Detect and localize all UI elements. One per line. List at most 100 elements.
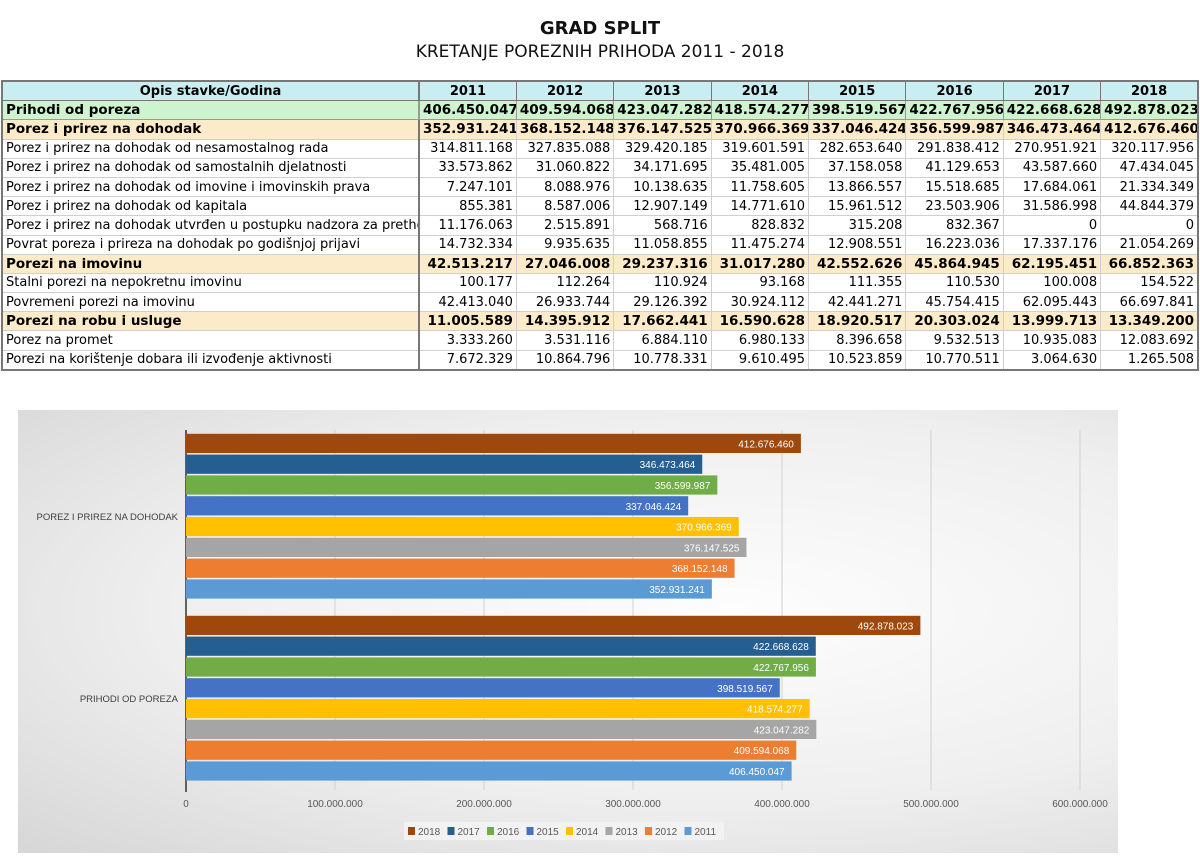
cell-value: 1.265.508: [1100, 349, 1199, 371]
cell-value: 337.046.424: [807, 119, 907, 140]
x-tick-label: 100.000.000: [307, 799, 363, 810]
cell-value: 43.587.660: [1002, 157, 1102, 178]
table-row: Porezi na korištenje dobara ili izvođenj…: [1, 349, 1199, 371]
legend-swatch-2014: [566, 827, 573, 835]
x-tick-label: 300.000.000: [605, 799, 661, 810]
cell-value: 111.355: [807, 272, 907, 294]
legend-swatch-2013: [605, 827, 613, 835]
bar-2013: [186, 537, 747, 557]
cell-value: 412.676.460: [1100, 119, 1199, 140]
legend-swatch-2016: [487, 827, 494, 835]
table-row: Stalni porezi na nepokretnu imovinu 100.1…: [1, 272, 1199, 294]
legend-item: 2014: [576, 827, 599, 838]
cell-value: 320.117.956: [1100, 138, 1199, 159]
data-label: 370.966.369: [676, 523, 732, 534]
cell-value: 42.552.626: [807, 253, 907, 274]
cell-label: Stalni porezi na nepokretnu imovinu: [1, 272, 420, 294]
cell-value: 291.838.412: [905, 138, 1004, 159]
cell-value: 14.732.334: [418, 234, 517, 255]
cell-value: 44.844.379: [1100, 196, 1199, 217]
column-header-year: 2013: [613, 80, 712, 102]
bar-2011: [186, 761, 792, 781]
legend-swatch-2017: [447, 827, 455, 835]
table-row: Porez i prirez na dohodak od samostalnih…: [1, 157, 1199, 178]
cell-value: 37.158.058: [807, 157, 907, 178]
cell-value: 356.599.987: [905, 119, 1004, 140]
cell-label: Povrat poreza i prireza na dohodak po go…: [1, 234, 420, 255]
cell-label: Povremeni porezi na imovinu: [1, 292, 420, 313]
cell-value: 9.610.495: [710, 349, 810, 371]
cell-label: Porez na promet: [1, 330, 420, 351]
cell-value: 12.907.149: [613, 196, 712, 217]
cell-value: 110.530: [905, 272, 1004, 294]
data-label: 422.668.628: [753, 642, 809, 653]
cell-value: 2.515.891: [515, 215, 615, 236]
cell-value: 15.961.512: [807, 196, 907, 217]
bar-2018: [186, 615, 921, 635]
cell-value: 93.168: [710, 272, 810, 294]
bar-chart: 0 100.000.000 200.000.000 300.000.000 400.00…: [18, 410, 1118, 853]
table-row: Porez i prirez na dohodak od imovine i i…: [1, 176, 1199, 198]
legend-item: 2016: [497, 827, 520, 838]
data-label: 376.147.525: [684, 543, 740, 554]
table-row: Porezi na robu i usluge 11.005.589 14.395.…: [1, 311, 1199, 332]
cell-value: 42.413.040: [418, 292, 517, 313]
column-header-description: Opis stavke/Godina: [1, 80, 420, 102]
cell-value: 855.381: [418, 196, 517, 217]
cell-value: 8.396.658: [807, 330, 907, 351]
cell-value: 315.208: [807, 215, 907, 236]
table-row: Povrat poreza i prireza na dohodak po go…: [1, 234, 1199, 255]
page-subtitle: KRETANJE POREZNIH PRIHODA 2011 - 2018: [415, 42, 785, 62]
data-label: 409.594.068: [734, 746, 790, 757]
table-row: Porez i prirez na dohodak od nesamostaln…: [1, 138, 1199, 159]
cell-value: 47.434.045: [1100, 157, 1199, 178]
cell-value: 112.264: [515, 272, 615, 294]
cell-value: 10.864.796: [515, 349, 615, 371]
cell-value: 9.935.635: [515, 234, 615, 255]
cell-value: 6.884.110: [613, 330, 712, 351]
cell-value: 30.924.112: [710, 292, 810, 313]
cell-value: 29.126.392: [613, 292, 712, 313]
column-header-year: 2012: [515, 80, 615, 102]
cell-value: 13.349.200: [1100, 311, 1199, 332]
cell-value: 17.684.061: [1002, 176, 1102, 198]
cell-value: 31.586.998: [1002, 196, 1102, 217]
legend-box: [404, 822, 724, 840]
data-label: 412.676.460: [738, 439, 794, 450]
bar-2013: [186, 719, 817, 739]
legend-swatch-2011: [684, 827, 692, 835]
data-label: 346.473.464: [640, 460, 696, 471]
cell-value: 10.770.511: [905, 349, 1004, 371]
cell-value: 418.574.277: [710, 100, 810, 121]
cell-value: 409.594.068: [515, 100, 615, 121]
cell-value: 31.017.280: [710, 253, 810, 274]
cell-value: 29.237.316: [613, 253, 712, 274]
cell-value: 100.008: [1002, 272, 1102, 294]
cell-value: 832.367: [905, 215, 1004, 236]
cell-value: 3.531.116: [515, 330, 615, 351]
cell-label: Porezi na imovinu: [1, 253, 420, 274]
page-title: GRAD SPLIT: [539, 18, 661, 39]
cell-value: 6.980.133: [710, 330, 810, 351]
cell-value: 319.601.591: [710, 138, 810, 159]
cell-value: 42.513.217: [418, 253, 517, 274]
data-label: 406.450.047: [729, 767, 785, 778]
cell-value: 16.223.036: [905, 234, 1004, 255]
cell-value: 0: [1002, 215, 1102, 236]
column-header-year: 2017: [1002, 80, 1102, 102]
cell-value: 154.522: [1100, 272, 1199, 294]
cell-value: 7.672.329: [418, 349, 517, 371]
x-tick-label: 200.000.000: [456, 799, 512, 810]
chart-svg: 0 100.000.000 200.000.000 300.000.000 400.00…: [37, 430, 1108, 840]
cell-value: 370.966.369: [710, 119, 810, 140]
cell-value: 66.852.363: [1100, 253, 1199, 274]
legend-item: 2013: [616, 827, 639, 838]
bar-2016: [186, 475, 718, 495]
cell-value: 3.064.630: [1002, 349, 1102, 371]
cell-value: 21.054.269: [1100, 234, 1199, 255]
cell-value: 11.475.274: [710, 234, 810, 255]
data-label: 418.574.277: [747, 705, 803, 716]
cell-value: 368.152.148: [515, 119, 615, 140]
cell-value: 66.697.841: [1100, 292, 1199, 313]
legend-swatch-2018: [408, 827, 415, 835]
